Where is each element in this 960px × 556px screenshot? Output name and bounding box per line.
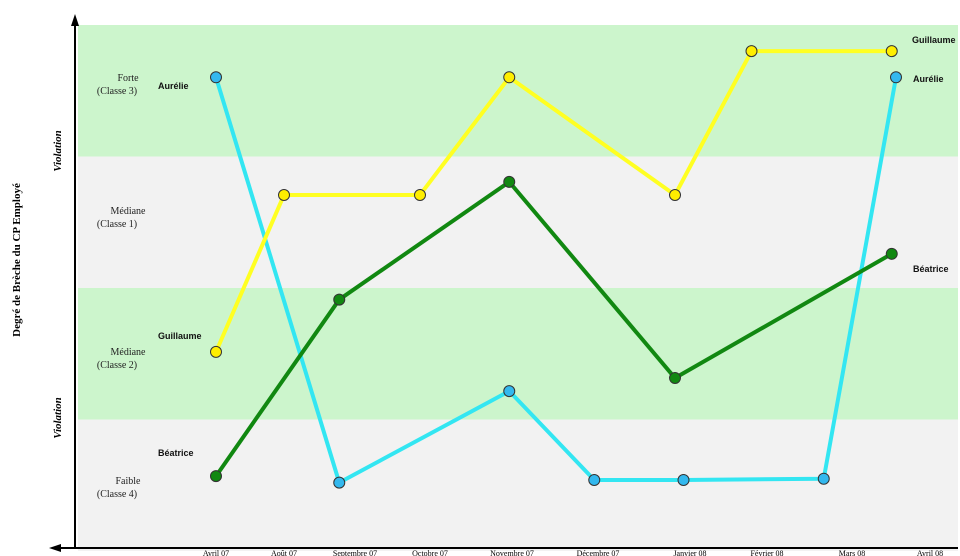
series-label: Béatrice [913, 264, 949, 274]
band-1 [78, 25, 958, 157]
data-point [745, 45, 758, 58]
x-tick-label: Septembre 07 [333, 549, 377, 556]
data-point [885, 247, 898, 260]
series-label: Guillaume [912, 35, 956, 45]
band-label-line2: (Classe 4) [97, 489, 137, 500]
band-label-line2: (Classe 3) [97, 86, 137, 97]
x-tick-labels: Avril 07 Août 07 Septembre 07 Octobre 07 Nov… [203, 549, 943, 556]
series-label: Béatrice [158, 448, 194, 458]
data-point [503, 175, 516, 188]
series-labels: Aurélie Aurélie Guillaume Guillaume Béatrice… [158, 35, 956, 458]
data-point [669, 372, 681, 385]
y-axis-arrow [71, 14, 79, 26]
violation-label-bottom: Violation [52, 397, 64, 439]
data-point [333, 476, 346, 489]
series-label: Aurélie [913, 74, 944, 84]
x-tick-label: Mars 08 [839, 549, 865, 556]
band-label-line2: (Classe 1) [97, 219, 137, 230]
x-tick-label: Février 08 [750, 549, 783, 556]
data-point [669, 188, 681, 201]
violation-label-top: Violation [52, 130, 64, 172]
band-label-line1: Médiane [111, 347, 147, 358]
band-4 [78, 419, 958, 551]
band-2 [78, 156, 958, 288]
x-tick-label: Avril 07 [203, 549, 229, 556]
data-point [817, 472, 830, 485]
data-point [890, 71, 902, 84]
band-label-line1: Forte [117, 73, 139, 84]
band-label-line2: (Classe 2) [97, 360, 137, 371]
x-tick-label: Avril 08 [917, 549, 943, 556]
y-axis-title: Degré de Brèche du CP Employé [11, 183, 23, 337]
data-point [588, 474, 601, 487]
x-tick-label: Décembre 07 [577, 549, 620, 556]
data-point [278, 188, 290, 201]
data-point [503, 71, 516, 84]
band-label-line1: Médiane [111, 206, 147, 217]
x-tick-label: Novembre 07 [490, 549, 534, 556]
data-point [885, 45, 898, 58]
data-point [333, 293, 346, 306]
x-tick-label: Août 07 [271, 549, 297, 556]
data-point [210, 470, 222, 483]
data-point [210, 345, 222, 358]
series-label: Aurélie [158, 81, 189, 91]
x-tick-label: Janvier 08 [673, 549, 706, 556]
x-tick-label: Octobre 07 [412, 549, 448, 556]
data-point [677, 474, 690, 487]
background-bands: Forte (Classe 3) Médiane (Classe 1) Médiane (… [78, 25, 958, 551]
series-label: Guillaume [158, 331, 202, 341]
x-axis-arrow [49, 544, 61, 552]
axes [49, 14, 958, 552]
band-label-line1: Faible [116, 476, 142, 487]
data-point [414, 188, 426, 201]
data-point [503, 385, 516, 398]
data-point [210, 71, 222, 84]
series-markers [210, 45, 902, 489]
